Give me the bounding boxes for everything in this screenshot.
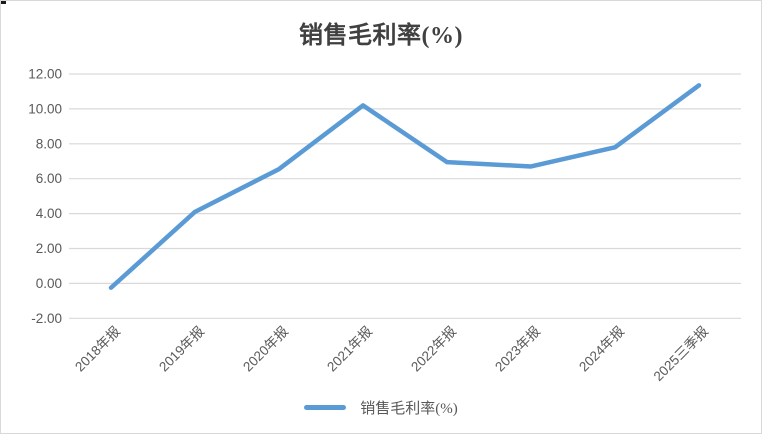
y-tick-label: -2.00 [31, 311, 62, 326]
corner-artifact [1, 1, 6, 4]
x-tick-label: 2020年报 [240, 324, 291, 375]
x-tick-label: 2022年报 [408, 324, 459, 375]
legend: 销售毛利率(%) [1, 395, 761, 419]
legend-label: 销售毛利率(%) [360, 400, 458, 417]
x-tick-label: 2025三季报 [651, 324, 711, 384]
y-tick-label: 10.00 [28, 101, 62, 116]
y-tick-label: 4.00 [36, 206, 62, 221]
y-tick-label: 2.00 [36, 241, 62, 256]
x-tick-label: 2023年报 [492, 324, 543, 375]
x-tick-label: 2018年报 [72, 324, 123, 375]
y-tick-label: 12.00 [28, 67, 62, 82]
y-tick-label: 0.00 [36, 276, 62, 291]
chart-title: 销售毛利率(%) [299, 23, 463, 49]
x-tick-label: 2024年报 [576, 324, 627, 375]
series-line [108, 83, 702, 291]
x-tick-label: 2019年报 [156, 324, 207, 375]
x-tick-label: 2021年报 [324, 324, 375, 375]
legend-line-swatch [304, 404, 347, 410]
y-tick-label: 8.00 [36, 136, 62, 151]
y-tick-label: 6.00 [36, 171, 62, 186]
